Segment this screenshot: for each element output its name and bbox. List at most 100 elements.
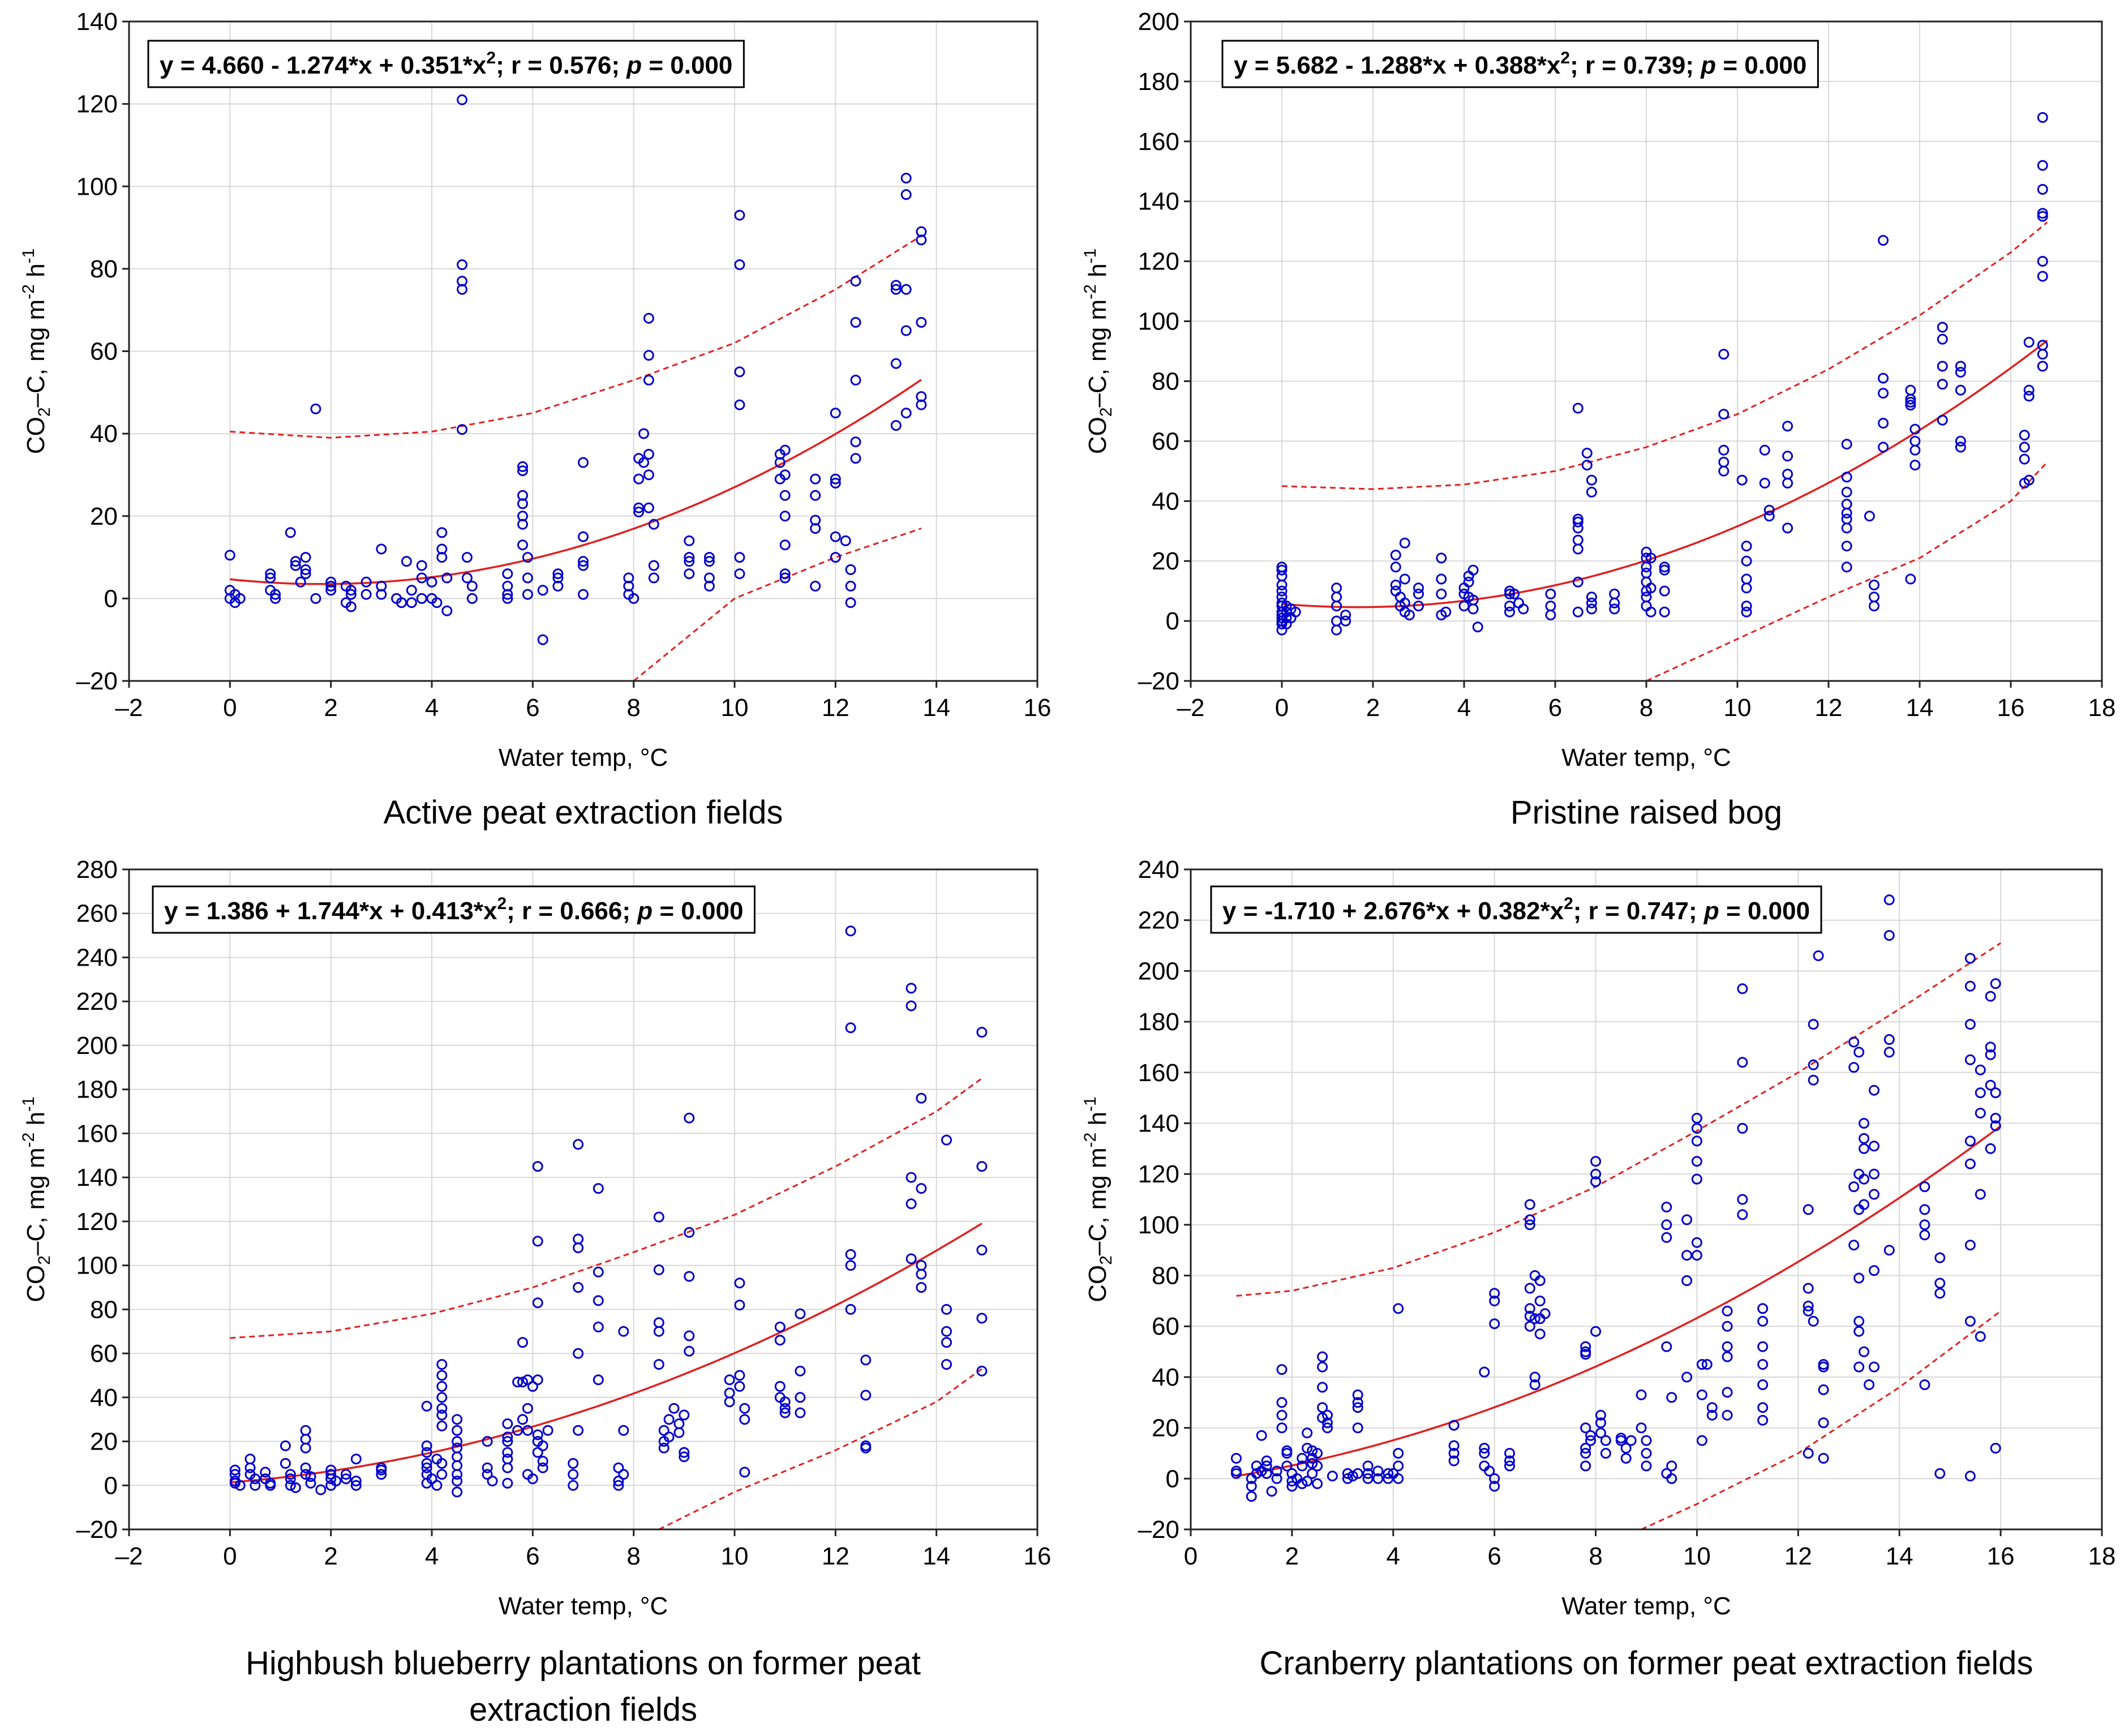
data-point [1853, 1047, 1865, 1058]
data-point [1645, 582, 1656, 594]
data-point [1331, 582, 1342, 594]
data-point [860, 1442, 872, 1454]
data-point [941, 1337, 952, 1348]
data-point [1878, 235, 1889, 246]
data-point [1964, 1019, 1976, 1030]
y-tick-label: 280 [76, 856, 118, 884]
data-point [1818, 1384, 1829, 1395]
data-point [1586, 474, 1597, 486]
data-point [1934, 1468, 1946, 1479]
data-point [1572, 606, 1583, 618]
data-point [1741, 555, 1752, 567]
data-point [1246, 1491, 1257, 1502]
data-point [941, 1134, 952, 1146]
data-point [502, 1477, 513, 1489]
plot-frame [128, 20, 1038, 682]
data-point [1985, 1079, 1996, 1091]
data-point [552, 581, 564, 591]
data-point [295, 576, 306, 588]
data-point [1985, 1143, 1996, 1154]
data-point [532, 1429, 543, 1441]
data-point [1312, 1460, 1323, 1472]
y-label-sup: -1 [1081, 248, 1100, 264]
chart-panel-3: –2 0 2 4 6 8 10 12 14 16–200204060801001201401601… [19, 856, 1051, 1728]
data-point [1312, 1478, 1323, 1489]
data-point [1681, 1250, 1693, 1261]
data-point [2023, 337, 2035, 348]
data-point [734, 552, 745, 563]
data-point [1666, 1392, 1677, 1403]
data-point [1955, 435, 1966, 447]
data-point [916, 1183, 927, 1194]
data-point [1504, 1460, 1515, 1472]
data-point [618, 1425, 629, 1436]
data-point [502, 1436, 513, 1447]
data-point [1848, 1062, 1860, 1073]
data-point [779, 539, 791, 551]
data-point [1251, 1468, 1262, 1479]
data-point [845, 581, 856, 591]
equation-text: y = 5.682 - 1.288*x + 0.388*x2; r = 0.73… [1234, 49, 1806, 79]
x-tick-label: 8 [626, 694, 640, 722]
y-tick-label: 200 [1138, 8, 1179, 36]
y-tick-label: 80 [90, 1296, 118, 1323]
data-point [300, 1469, 311, 1480]
data-point [1869, 601, 1879, 612]
data-point [482, 1469, 493, 1480]
x-tick-label: 16 [1024, 694, 1052, 722]
data-point [1964, 953, 1976, 964]
data-point [457, 259, 467, 271]
data-point [487, 1476, 498, 1486]
data-point [1883, 1047, 1895, 1058]
data-point [1841, 522, 1852, 534]
data-point [1518, 603, 1529, 615]
data-point [340, 1469, 351, 1480]
data-point [795, 1308, 806, 1319]
data-point [431, 1480, 443, 1491]
data-point [1246, 1481, 1257, 1492]
data-point [1934, 1288, 1946, 1299]
data-point [976, 1027, 988, 1038]
data-point [1869, 1168, 1879, 1180]
data-point [1347, 1471, 1358, 1482]
x-axis-label: Water temp, °C [499, 744, 668, 771]
data-point [1393, 1303, 1404, 1314]
data-point [452, 1486, 463, 1498]
data-point [1757, 1341, 1769, 1352]
data-point [1990, 978, 2001, 989]
equation-exponent: 2 [1560, 49, 1570, 67]
y-tick-label: 40 [1152, 1364, 1179, 1391]
y-tick-label: 220 [76, 988, 118, 1015]
data-point [1848, 1240, 1860, 1251]
x-tick-label: 0 [1275, 694, 1289, 722]
data-point [1964, 1135, 1976, 1147]
data-point [305, 1477, 316, 1489]
data-point [1975, 1331, 1986, 1342]
data-point [1448, 1440, 1460, 1451]
data-point [325, 585, 337, 596]
confidence-band-upper [230, 1077, 982, 1339]
y-tick-label: 100 [1138, 1211, 1179, 1239]
data-point [734, 366, 745, 378]
data-point [229, 1464, 241, 1476]
data-point [1803, 1300, 1814, 1311]
data-point [542, 1425, 553, 1436]
y-tick-label: 100 [76, 1252, 118, 1280]
data-point [1504, 588, 1515, 599]
data-point [1737, 1194, 1748, 1205]
confidence-band-lower [633, 528, 922, 682]
x-tick-label: 14 [922, 694, 950, 722]
data-point [779, 1407, 791, 1418]
data-point [1276, 1409, 1288, 1421]
data-point [739, 1467, 750, 1478]
data-point [1390, 550, 1401, 561]
y-tick-label: 20 [1152, 547, 1179, 575]
data-point [1975, 1064, 1986, 1075]
x-tick-label: 16 [1997, 694, 2025, 722]
data-point [2023, 384, 2035, 396]
data-point [1302, 1476, 1313, 1487]
data-point [830, 408, 841, 419]
data-point [1276, 564, 1288, 576]
data-point [1859, 1173, 1870, 1185]
data-point [1737, 1122, 1748, 1134]
